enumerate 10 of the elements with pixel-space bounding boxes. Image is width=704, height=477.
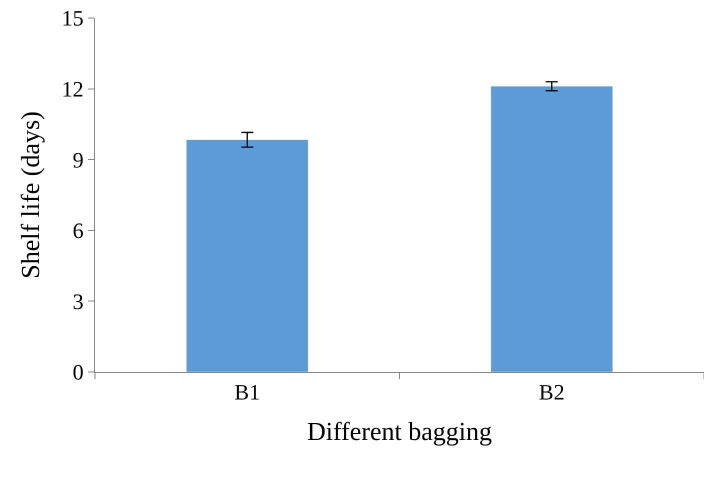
- y-tick-label: 15: [62, 6, 84, 31]
- x-tick-label: B2: [538, 379, 565, 404]
- y-tick-label: 6: [72, 218, 84, 244]
- y-tick-label: 0: [72, 360, 84, 385]
- y-axis-title: Shelf life (days): [16, 111, 45, 279]
- y-tick-label: 12: [62, 76, 84, 102]
- y-tick-label: 9: [72, 147, 84, 172]
- x-axis-title: Different bagging: [306, 417, 492, 446]
- x-tick-label: B1: [234, 379, 260, 404]
- y-tick-label: 3: [72, 288, 84, 314]
